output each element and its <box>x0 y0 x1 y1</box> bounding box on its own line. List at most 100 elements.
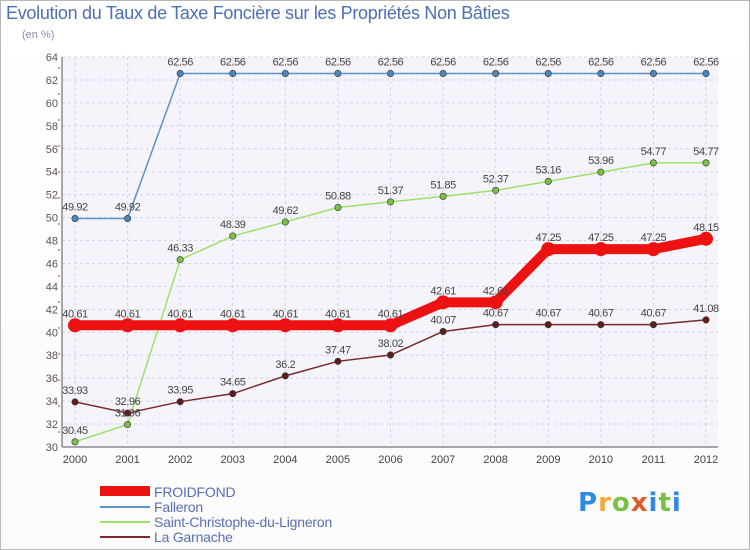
data-label: 42.61 <box>430 285 456 297</box>
data-point <box>68 318 82 333</box>
logo-letter: i <box>671 488 682 518</box>
y-tick-label: 42 <box>46 304 58 316</box>
data-point <box>492 70 500 78</box>
data-label: 54.77 <box>641 146 667 158</box>
data-label: 49.92 <box>115 202 141 214</box>
x-tick-label: 2000 <box>63 454 87 466</box>
data-point <box>597 321 605 329</box>
data-label: 62.56 <box>167 57 193 69</box>
data-point <box>702 70 710 78</box>
data-point <box>176 398 184 406</box>
data-label: 54.77 <box>693 146 719 158</box>
data-point <box>649 159 657 167</box>
data-point <box>71 215 79 223</box>
data-point <box>702 159 710 167</box>
data-point <box>436 295 451 310</box>
data-label: 51.37 <box>378 185 404 197</box>
logo-letter: i <box>648 488 659 518</box>
data-label: 42.61 <box>483 285 509 297</box>
data-label: 33.95 <box>167 385 193 397</box>
data-point <box>176 256 184 264</box>
data-label: 62.56 <box>430 57 456 69</box>
data-point <box>173 318 188 333</box>
data-point <box>124 215 132 223</box>
data-label: 51.85 <box>430 179 456 191</box>
data-point <box>120 318 135 333</box>
y-tick-label: 54 <box>46 167 58 179</box>
legend-label-la-garnache: La Garnache <box>154 529 233 545</box>
y-tick-label: 38 <box>46 350 58 362</box>
data-label: 30.45 <box>62 425 88 437</box>
data-label: 31.96 <box>115 408 141 420</box>
y-tick-label: 32 <box>46 419 58 431</box>
legend-label-falleron: Falleron <box>154 499 203 515</box>
data-point <box>71 398 79 406</box>
data-point <box>334 357 342 365</box>
data-label: 37.47 <box>325 344 351 356</box>
x-tick-label: 2006 <box>378 454 402 466</box>
data-label: 41.08 <box>693 303 719 315</box>
data-label: 40.61 <box>167 308 193 320</box>
data-label: 40.67 <box>588 308 614 320</box>
data-point <box>492 186 500 194</box>
data-point <box>699 231 713 246</box>
y-tick-label: 58 <box>46 121 58 133</box>
data-point <box>281 70 289 78</box>
data-point <box>646 242 661 257</box>
y-tick-label: 48 <box>46 236 58 248</box>
data-label: 47.25 <box>588 232 614 244</box>
data-label: 40.07 <box>430 314 456 326</box>
data-label: 40.61 <box>62 308 88 320</box>
data-label: 38.02 <box>378 338 404 350</box>
x-tick-label: 2004 <box>273 454 297 466</box>
data-point <box>544 70 552 78</box>
x-tick-label: 2001 <box>115 454 139 466</box>
logo-letter: o <box>611 488 631 518</box>
data-point <box>229 232 237 240</box>
data-point <box>278 318 293 333</box>
data-point <box>386 198 394 206</box>
data-point <box>334 203 342 211</box>
data-point <box>330 318 345 333</box>
data-point <box>439 327 447 335</box>
x-tick-label: 2011 <box>642 454 666 466</box>
y-tick-label: 34 <box>46 396 58 408</box>
logo-letter: x <box>630 488 649 518</box>
y-tick-label: 52 <box>46 190 58 202</box>
x-tick-label: 2009 <box>536 454 560 466</box>
data-point <box>334 70 342 78</box>
data-point <box>649 70 657 78</box>
data-point <box>541 242 556 257</box>
legend-swatch-froidfond <box>100 484 150 499</box>
data-point <box>229 390 237 398</box>
data-point <box>383 318 398 333</box>
y-tick-label: 36 <box>46 373 58 385</box>
data-label: 49.62 <box>273 205 299 217</box>
data-point <box>488 295 503 310</box>
data-label: 33.93 <box>62 385 88 397</box>
x-tick-label: 2007 <box>431 454 455 466</box>
data-point <box>597 168 605 176</box>
data-label: 40.61 <box>115 308 141 320</box>
data-label: 53.16 <box>535 164 561 176</box>
chart-title: Evolution du Taux de Taxe Foncière sur l… <box>6 3 510 23</box>
data-label: 40.67 <box>483 308 509 320</box>
data-point <box>71 438 79 446</box>
y-tick-label: 60 <box>46 98 58 110</box>
data-label: 62.56 <box>325 57 351 69</box>
x-tick-label: 2005 <box>326 454 350 466</box>
legend-label-froidfond: FROIDFOND <box>154 484 236 500</box>
data-point <box>281 372 289 380</box>
data-label: 40.67 <box>535 308 561 320</box>
y-tick-label: 46 <box>46 258 58 270</box>
data-label: 62.56 <box>378 57 404 69</box>
y-tick-label: 44 <box>46 281 58 293</box>
data-label: 40.61 <box>325 308 351 320</box>
x-tick-label: 2012 <box>694 454 718 466</box>
data-label: 62.56 <box>220 57 246 69</box>
data-label: 62.56 <box>693 57 719 69</box>
data-point <box>492 321 500 329</box>
data-point <box>544 321 552 329</box>
data-point <box>544 177 552 185</box>
